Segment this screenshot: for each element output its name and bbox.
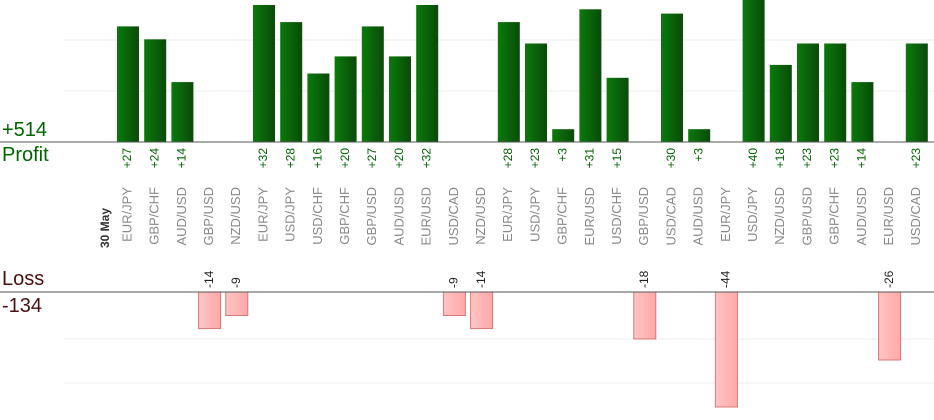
profit-bar (851, 82, 874, 142)
category-label: GBP/CHF (555, 187, 570, 245)
bars (117, 0, 928, 408)
category-label: EUR/JPY (255, 187, 270, 242)
loss-bar (198, 291, 222, 330)
value-label: +31 (583, 148, 597, 169)
profit-label: Profit (2, 144, 49, 166)
category-label: USD/JPY (527, 187, 542, 242)
category-label: NZD/USD (772, 187, 787, 245)
category-label: USD/CHF (310, 187, 325, 245)
profit-bar (525, 43, 547, 142)
profit-bar (280, 22, 303, 143)
loss-bar (633, 291, 657, 340)
value-labels: +27 +24 +14 -14 -9 +32 +28 +16 +20 +27 +20 +32 -9 -14… (120, 148, 923, 288)
category-label: EUR/JPY (500, 187, 515, 242)
value-label: +30 (664, 148, 678, 169)
profit-bar (117, 26, 139, 142)
loss-bar (878, 291, 902, 361)
value-label: +28 (283, 148, 297, 169)
profit-bar (253, 5, 275, 142)
value-label: +15 (610, 148, 624, 169)
category-label: GBP/USD (799, 187, 814, 246)
category-label: GBP/CHF (147, 187, 162, 245)
value-label: +3 (691, 148, 705, 162)
profit-bar (416, 5, 439, 142)
loss-label: Loss (2, 268, 45, 290)
value-label: -18 (637, 270, 651, 288)
profit-bar (171, 82, 194, 142)
loss-total: -134 (2, 295, 43, 317)
category-label: EUR/JPY (718, 187, 733, 242)
category-label: AUD/USD (854, 187, 869, 246)
profit-bar (334, 56, 357, 142)
value-label: +14 (175, 148, 189, 169)
value-label: +3 (555, 148, 569, 162)
category-label: USD/JPY (283, 187, 298, 242)
profit-bar (824, 43, 847, 142)
value-label: +20 (338, 148, 352, 169)
category-label: AUD/USD (391, 187, 406, 246)
value-label: +23 (800, 148, 814, 169)
profit-bar (661, 13, 683, 142)
category-label: USD/CAD (663, 187, 678, 246)
loss-bar (225, 291, 249, 316)
category-labels: EUR/JPY GBP/CHF AUD/USD GBP/USD NZD/USD EUR/J… (119, 187, 923, 246)
loss-bar (442, 291, 466, 316)
category-label: EUR/USD (881, 187, 896, 246)
value-label: -9 (447, 277, 461, 288)
value-label: +32 (256, 148, 270, 169)
value-label: +24 (147, 148, 161, 169)
category-label: EUR/USD (419, 187, 434, 246)
value-label: -44 (719, 270, 733, 288)
value-label: +23 (827, 148, 841, 169)
value-label: +20 (392, 148, 406, 169)
value-label: +14 (855, 148, 869, 169)
value-label: +27 (120, 148, 134, 169)
category-label: GBP/USD (364, 187, 379, 246)
profit-bar (797, 43, 819, 142)
profit-bar (769, 64, 792, 142)
profit-bar (361, 26, 384, 142)
category-label: USD/JPY (745, 187, 760, 242)
category-label: GBP/CHF (337, 187, 352, 245)
category-label: USD/CHF (609, 187, 624, 245)
value-label: +18 (773, 148, 787, 169)
value-label: -26 (882, 270, 896, 288)
value-label: +28 (501, 148, 515, 169)
value-label: +23 (909, 148, 923, 169)
profit-bar (389, 56, 411, 142)
date-label: 30 May (98, 208, 112, 248)
value-label: +23 (528, 148, 542, 169)
value-label: +16 (311, 148, 325, 169)
loss-bar (714, 291, 738, 408)
value-label: -9 (229, 277, 243, 288)
profit-bar (579, 9, 602, 142)
profit-bar (688, 129, 711, 142)
profit-total: +514 (2, 119, 48, 141)
value-label: +40 (746, 148, 760, 169)
value-label: +32 (419, 148, 433, 169)
profit-bar (497, 22, 520, 143)
profit-bar (144, 39, 167, 143)
category-label: EUR/JPY (119, 187, 134, 242)
value-label: -14 (474, 270, 488, 288)
value-label: +27 (365, 148, 379, 169)
category-label: AUD/USD (174, 187, 189, 246)
category-label: NZD/USD (473, 187, 488, 245)
profit-bar (307, 73, 330, 142)
category-label: GBP/USD (201, 187, 216, 246)
profit-bar (606, 77, 629, 142)
category-label: GBP/USD (636, 187, 651, 246)
category-label: USD/CAD (446, 187, 461, 246)
profit-bar (742, 0, 765, 142)
category-label: EUR/USD (582, 187, 597, 246)
loss-bar (470, 291, 494, 330)
profit-bar (552, 129, 575, 142)
category-label: AUD/USD (691, 187, 706, 246)
category-label: NZD/USD (228, 187, 243, 245)
profit-bar (905, 43, 928, 142)
category-label: USD/CAD (908, 187, 923, 246)
value-label: -14 (202, 270, 216, 288)
category-label: GBP/CHF (827, 187, 842, 245)
